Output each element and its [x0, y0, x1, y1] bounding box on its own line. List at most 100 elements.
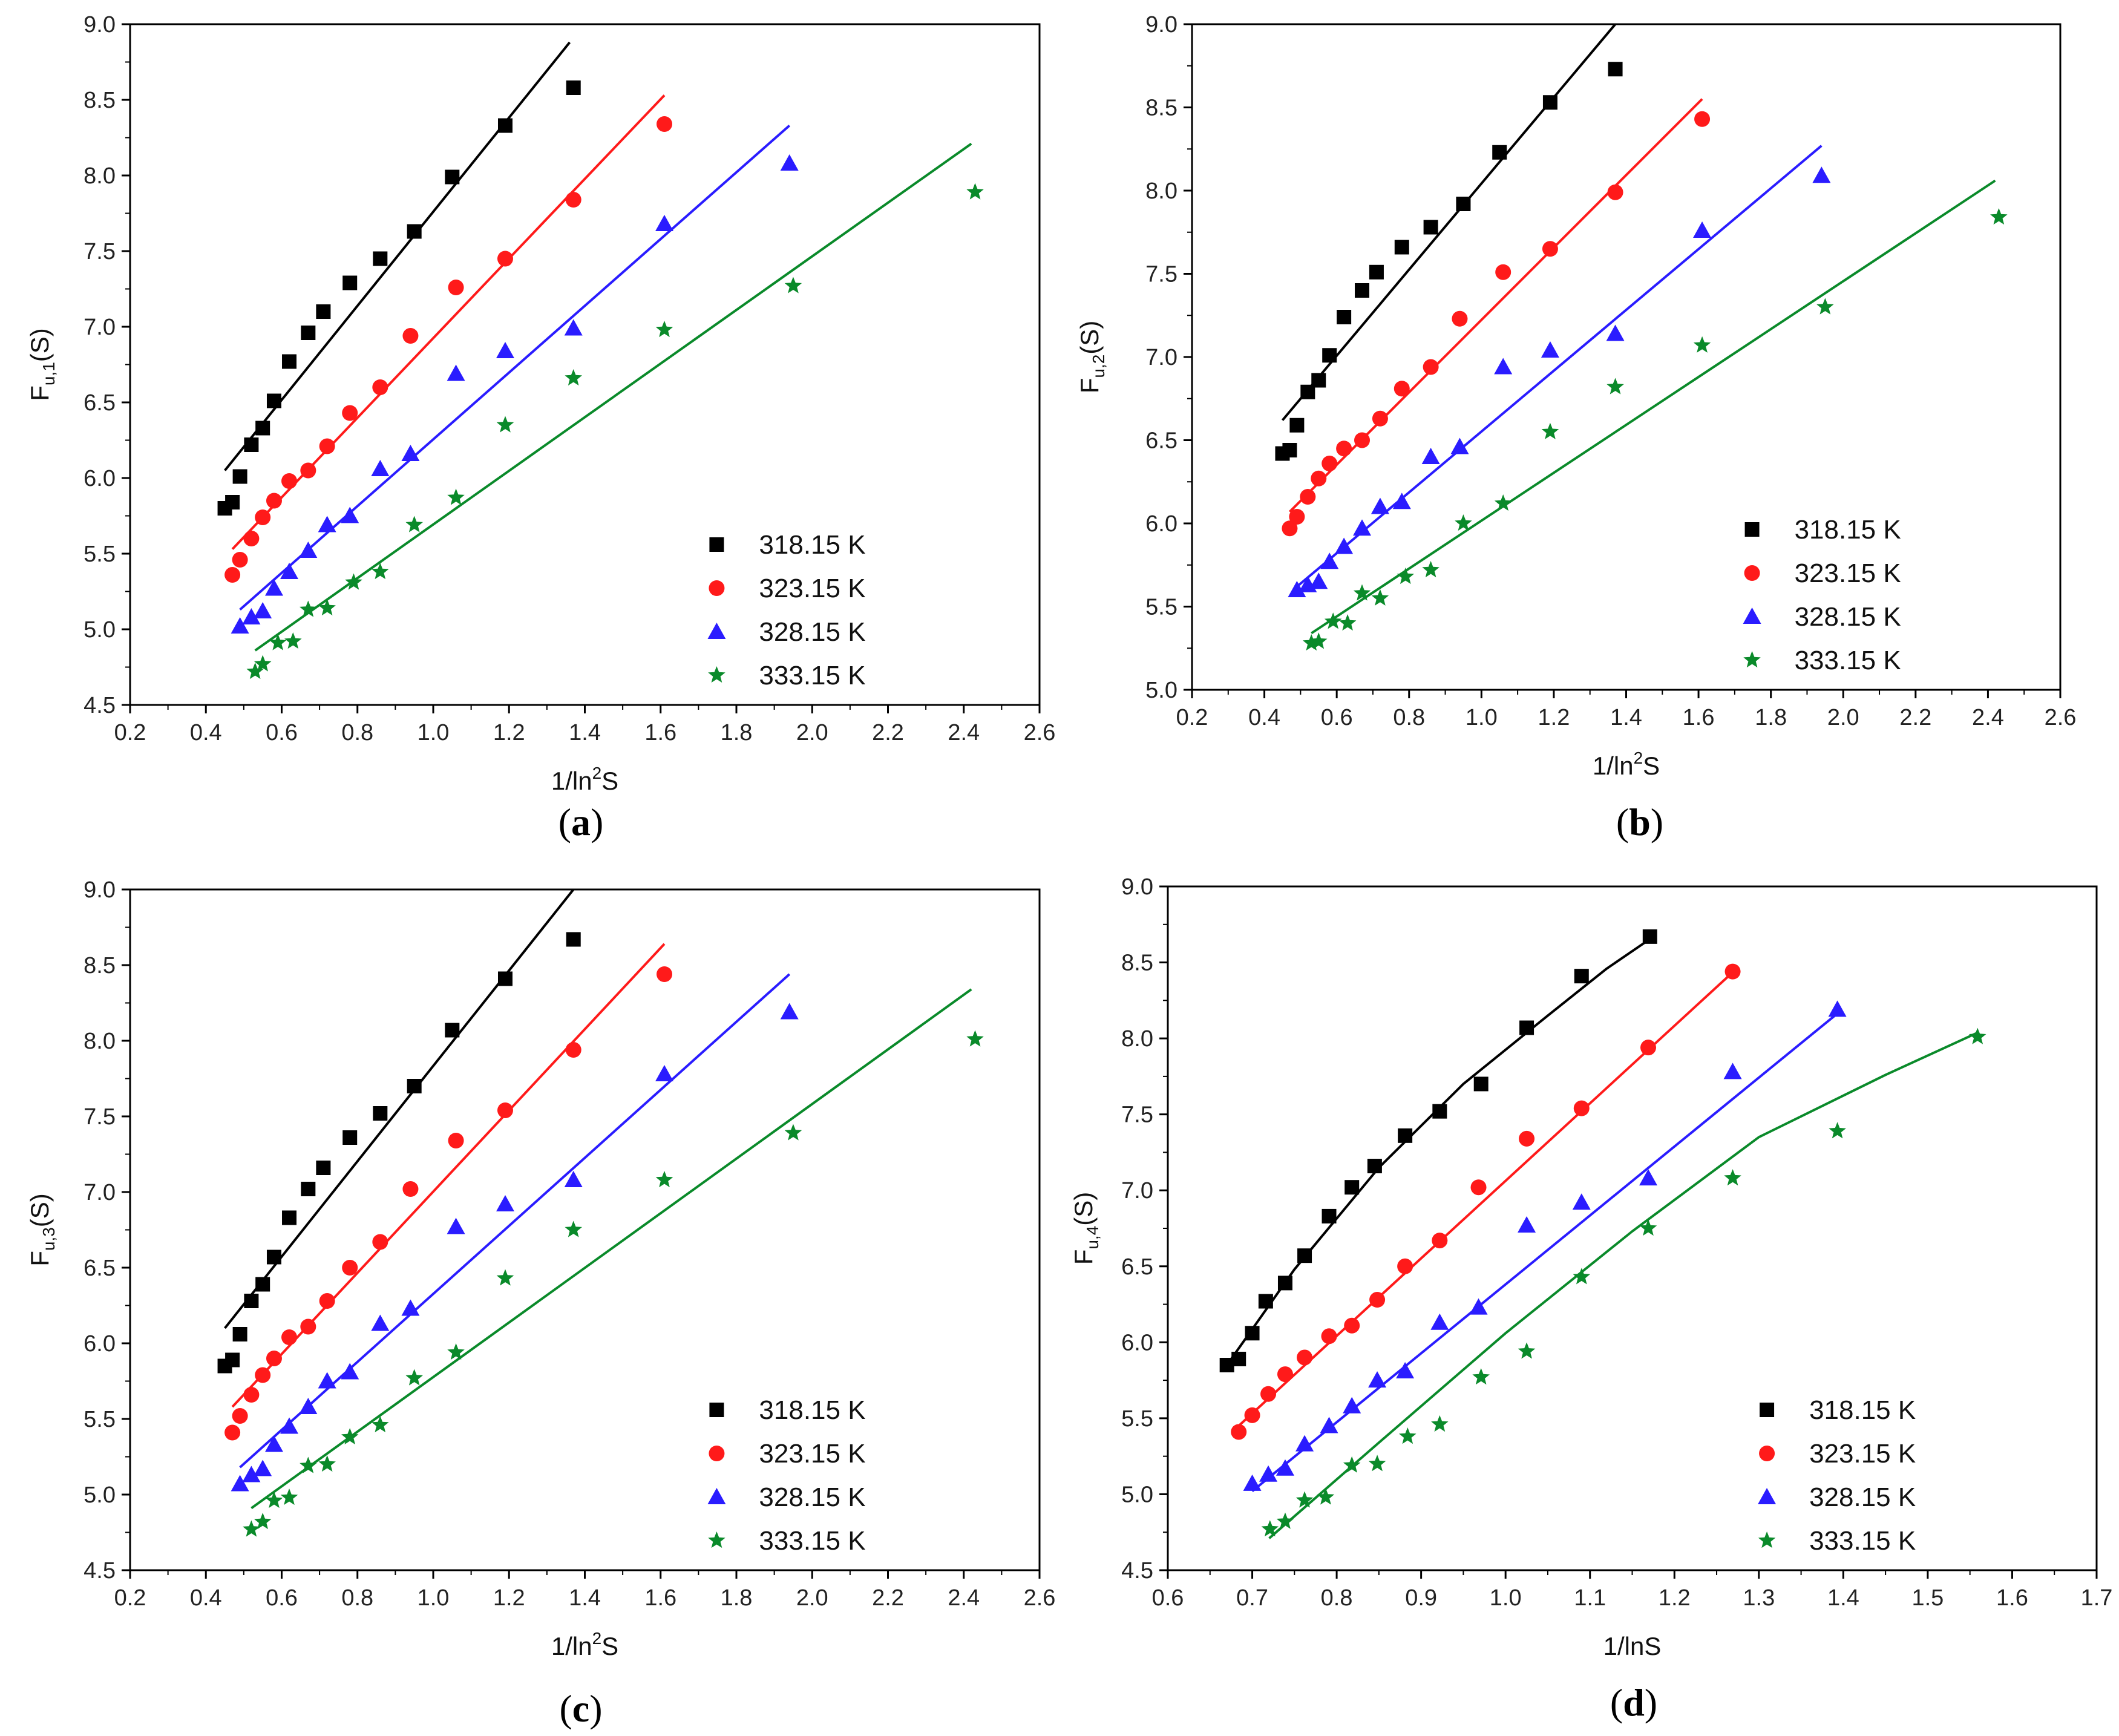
data-point: [246, 663, 264, 680]
x-tick-label: 1.6: [644, 1585, 676, 1611]
data-point: [447, 1343, 465, 1360]
data-point: [1392, 493, 1411, 509]
x-tick-label: 0.4: [190, 1585, 222, 1611]
panel-label: (b): [1616, 801, 1663, 843]
y-tick-label: 8.5: [1121, 951, 1153, 976]
fit-line: [224, 888, 575, 1329]
series-32315: 323.15 K: [224, 94, 866, 603]
data-point: [1311, 373, 1326, 388]
fit-line: [224, 41, 571, 471]
data-point: [300, 600, 317, 617]
legend-marker: [1743, 651, 1761, 668]
y-tick-label: 6.0: [84, 466, 116, 491]
x-tick-label: 0.8: [341, 720, 373, 745]
data-point: [1394, 381, 1410, 397]
data-point: [232, 1408, 248, 1424]
y-tick-label: 8.5: [84, 953, 116, 978]
panel-label: (d): [1610, 1681, 1657, 1724]
fit-line: [1226, 938, 1650, 1366]
data-point: [1260, 1386, 1277, 1402]
legend-label: 323.15 K: [759, 574, 865, 603]
x-tick-label: 2.0: [796, 1585, 828, 1611]
data-point: [301, 326, 316, 340]
legend-marker: [1759, 1446, 1775, 1461]
data-point: [780, 1003, 799, 1020]
x-tick-label: 0.2: [114, 720, 146, 745]
data-point: [1723, 1063, 1742, 1079]
data-point: [1693, 336, 1711, 353]
data-point: [966, 1030, 984, 1047]
x-tick-label: 0.4: [190, 720, 222, 745]
legend-marker: [709, 1446, 725, 1461]
x-tick-label: 1.6: [1683, 705, 1715, 730]
y-tick-label: 6.0: [1121, 1330, 1153, 1355]
data-point: [280, 563, 299, 579]
data-point: [1573, 1100, 1590, 1116]
y-tick-label: 4.5: [1121, 1558, 1153, 1584]
x-tick-label: 2.2: [872, 1585, 904, 1611]
data-point: [405, 516, 423, 532]
data-point: [1472, 1368, 1490, 1385]
data-point: [1518, 1216, 1536, 1233]
fit-line: [239, 973, 791, 1469]
data-point: [1542, 241, 1558, 257]
y-tick-label: 9.0: [84, 12, 116, 38]
data-point: [1258, 1294, 1273, 1309]
data-point: [254, 602, 272, 618]
data-point: [1344, 1317, 1360, 1334]
data-point: [264, 579, 283, 596]
data-point: [497, 971, 513, 986]
x-tick-label: 0.6: [266, 1585, 298, 1611]
data-point: [1297, 1248, 1312, 1263]
x-tick-label: 0.7: [1236, 1585, 1268, 1611]
data-point: [497, 118, 513, 133]
legend-label: 323.15 K: [1795, 558, 1901, 588]
x-tick-label: 1.2: [493, 1585, 525, 1611]
data-point: [1231, 1351, 1246, 1366]
data-point: [1372, 410, 1388, 427]
data-point: [1276, 1512, 1294, 1529]
fit-line: [251, 988, 972, 1510]
legend-label: 328.15 K: [759, 617, 865, 647]
data-point: [319, 1293, 335, 1309]
y-axis-title: Fu,3(S): [25, 1193, 58, 1266]
data-point: [1259, 1465, 1278, 1482]
data-point: [1371, 589, 1389, 606]
data-point: [1322, 456, 1338, 471]
legend-marker: [1744, 565, 1760, 581]
data-point: [1322, 1208, 1337, 1223]
series-32315: 323.15 K: [224, 943, 866, 1469]
data-point: [1639, 1169, 1658, 1186]
data-point: [255, 1367, 271, 1383]
plot-frame: [129, 23, 1041, 706]
data-point: [1421, 448, 1440, 464]
data-point: [225, 495, 240, 509]
data-point: [1300, 489, 1316, 505]
data-point: [372, 1416, 389, 1433]
data-point: [566, 80, 581, 95]
data-point: [232, 469, 247, 484]
y-axis-title: Fu,1(S): [25, 328, 58, 401]
x-tick-label: 1.0: [418, 1585, 450, 1611]
data-point: [784, 277, 802, 293]
data-point: [1231, 1424, 1247, 1440]
data-point: [342, 1260, 358, 1276]
x-tick-label: 1.1: [1574, 1585, 1606, 1611]
x-tick-label: 0.6: [1321, 705, 1353, 730]
data-point: [300, 1456, 317, 1473]
panel-label: (c): [559, 1687, 602, 1730]
data-point: [264, 1435, 283, 1452]
x-axis-title: 1/lnS: [1603, 1632, 1662, 1660]
data-point: [372, 563, 389, 580]
data-point: [1422, 561, 1439, 578]
y-tick-label: 7.5: [1121, 1102, 1153, 1128]
data-point: [1244, 1407, 1260, 1423]
data-point: [1353, 584, 1371, 601]
data-point: [254, 655, 272, 672]
data-point: [1282, 443, 1297, 457]
data-point: [231, 1475, 249, 1492]
fit-line: [254, 142, 972, 652]
data-point: [1430, 1313, 1449, 1330]
x-tick-label: 2.4: [948, 1585, 980, 1611]
x-tick-label: 1.2: [1538, 705, 1570, 730]
